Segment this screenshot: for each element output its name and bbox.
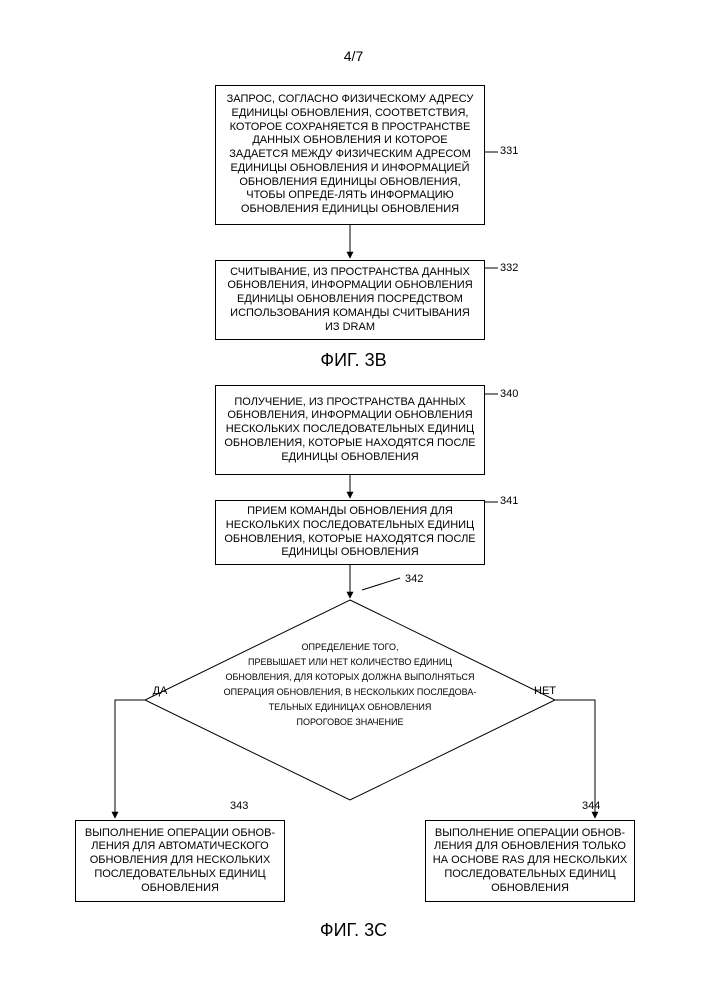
decision-342-line6: ПОРОГОВОЕ ЗНАЧЕНИЕ (296, 717, 403, 727)
step-344: ВЫПОЛНЕНИЕ ОПЕРАЦИИ ОБНОВ-ЛЕНИЯ ДЛЯ ОБНО… (425, 820, 635, 902)
step-332: СЧИТЫВАНИЕ, ИЗ ПРОСТРАНСТВА ДАННЫХ ОБНОВ… (215, 260, 485, 340)
decision-342-line5: ТЕЛЬНЫХ ЕДИНИЦАХ ОБНОВЛЕНИЯ (269, 702, 432, 712)
fig-3b-title: ФИГ. 3B (0, 350, 707, 371)
step-331-number: 331 (500, 145, 518, 157)
page: 4/7 ЗАПРОС, СОГЛАСНО ФИЗИЧЕСКОМУ АДРЕСУ … (0, 0, 707, 1000)
decision-342 (145, 600, 555, 800)
step-331-text: ЗАПРОС, СОГЛАСНО ФИЗИЧЕСКОМУ АДРЕСУ ЕДИН… (222, 93, 478, 217)
page-number: 4/7 (0, 48, 707, 64)
decision-342-line2: ПРЕВЫШАЕТ ИЛИ НЕТ КОЛИЧЕСТВО ЕДИНИЦ (248, 657, 452, 667)
decision-342-line1: ОПРЕДЕЛЕНИЕ ТОГО, (302, 642, 399, 652)
step-341-number: 341 (500, 495, 518, 507)
step-341-text: ПРИЕМ КОМАНДЫ ОБНОВЛЕНИЯ ДЛЯ НЕСКОЛЬКИХ … (222, 505, 478, 560)
step-331: ЗАПРОС, СОГЛАСНО ФИЗИЧЕСКОМУ АДРЕСУ ЕДИН… (215, 85, 485, 225)
step-344-text: ВЫПОЛНЕНИЕ ОПЕРАЦИИ ОБНОВ-ЛЕНИЯ ДЛЯ ОБНО… (432, 827, 628, 896)
step-340-text: ПОЛУЧЕНИЕ, ИЗ ПРОСТРАНСТВА ДАННЫХ ОБНОВЛ… (222, 396, 478, 465)
step-343-text: ВЫПОЛНЕНИЕ ОПЕРАЦИИ ОБНОВ-ЛЕНИЯ ДЛЯ АВТО… (82, 827, 278, 896)
decision-yes-label: ДА (153, 685, 168, 697)
step-332-text: СЧИТЫВАНИЕ, ИЗ ПРОСТРАНСТВА ДАННЫХ ОБНОВ… (222, 266, 478, 335)
step-340-number: 340 (500, 388, 518, 400)
step-343-number: 343 (230, 800, 248, 812)
decision-342-line4: ОПЕРАЦИЯ ОБНОВЛЕНИЯ, В НЕСКОЛЬКИХ ПОСЛЕД… (224, 687, 477, 697)
step-341: ПРИЕМ КОМАНДЫ ОБНОВЛЕНИЯ ДЛЯ НЕСКОЛЬКИХ … (215, 500, 485, 565)
decision-no-label: НЕТ (534, 685, 556, 697)
step-344-number: 344 (582, 800, 600, 812)
step-340: ПОЛУЧЕНИЕ, ИЗ ПРОСТРАНСТВА ДАННЫХ ОБНОВЛ… (215, 385, 485, 475)
step-332-number: 332 (500, 262, 518, 274)
step-343: ВЫПОЛНЕНИЕ ОПЕРАЦИИ ОБНОВ-ЛЕНИЯ ДЛЯ АВТО… (75, 820, 285, 902)
decision-342-number: 342 (405, 573, 423, 585)
fig-3c-title: ФИГ. 3C (0, 920, 707, 941)
decision-342-line3: ОБНОВЛЕНИЯ, ДЛЯ КОТОРЫХ ДОЛЖНА ВЫПОЛНЯТЬ… (225, 672, 474, 682)
